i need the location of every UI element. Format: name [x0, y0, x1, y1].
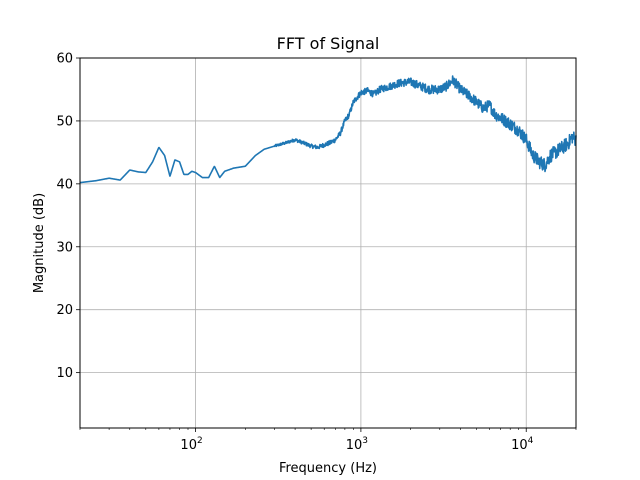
y-tick-label: 10: [56, 366, 73, 381]
x-tick-label: 103: [346, 436, 368, 453]
x-tick-label: 104: [511, 436, 534, 453]
y-tick-label: 20: [56, 303, 73, 318]
y-tick-label: 60: [56, 52, 73, 67]
axes-frame: [79, 57, 577, 429]
y-axis-label: Magnitude (dB): [32, 193, 47, 293]
series-line: [79, 75, 577, 184]
x-axis-ticks: 102 103 104: [79, 428, 577, 453]
x-axis-label: Frequency (Hz): [279, 461, 377, 476]
x-tick-label: 102: [180, 436, 202, 453]
y-tick-label: 40: [56, 177, 73, 192]
chart-title: FFT of Signal: [277, 34, 380, 53]
y-axis-ticks: 10 20 30 40 50 60: [56, 52, 80, 381]
plot-area: [79, 75, 577, 184]
y-tick-label: 50: [56, 114, 73, 129]
y-tick-label: 30: [56, 240, 73, 255]
